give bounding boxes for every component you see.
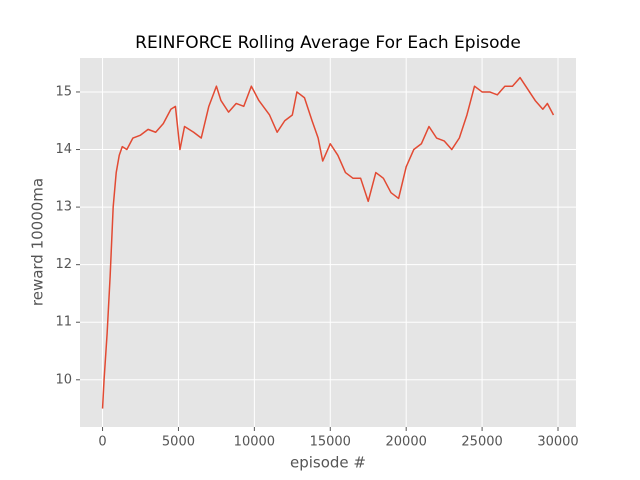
x-axis-label: episode #	[290, 454, 366, 472]
y-tick-label: 10	[55, 372, 72, 387]
y-tick-label: 14	[55, 142, 72, 157]
x-tick-label: 20000	[386, 435, 427, 450]
chart-title: REINFORCE Rolling Average For Each Episo…	[135, 33, 521, 53]
x-tick-label: 5000	[162, 435, 195, 450]
x-tick-label: 30000	[537, 435, 578, 450]
y-axis-label: reward 10000ma	[29, 178, 47, 306]
y-tick-label: 12	[55, 257, 72, 272]
x-tick-label: 15000	[310, 435, 351, 450]
x-tick-label: 10000	[234, 435, 275, 450]
data-line	[101, 76, 555, 409]
y-tick-label: 13	[55, 200, 72, 215]
plot-area	[80, 58, 576, 427]
x-tick-label: 25000	[461, 435, 502, 450]
y-tick-label: 15	[55, 84, 72, 99]
y-tick-label: 11	[55, 315, 72, 330]
x-tick-label: 0	[98, 435, 106, 450]
